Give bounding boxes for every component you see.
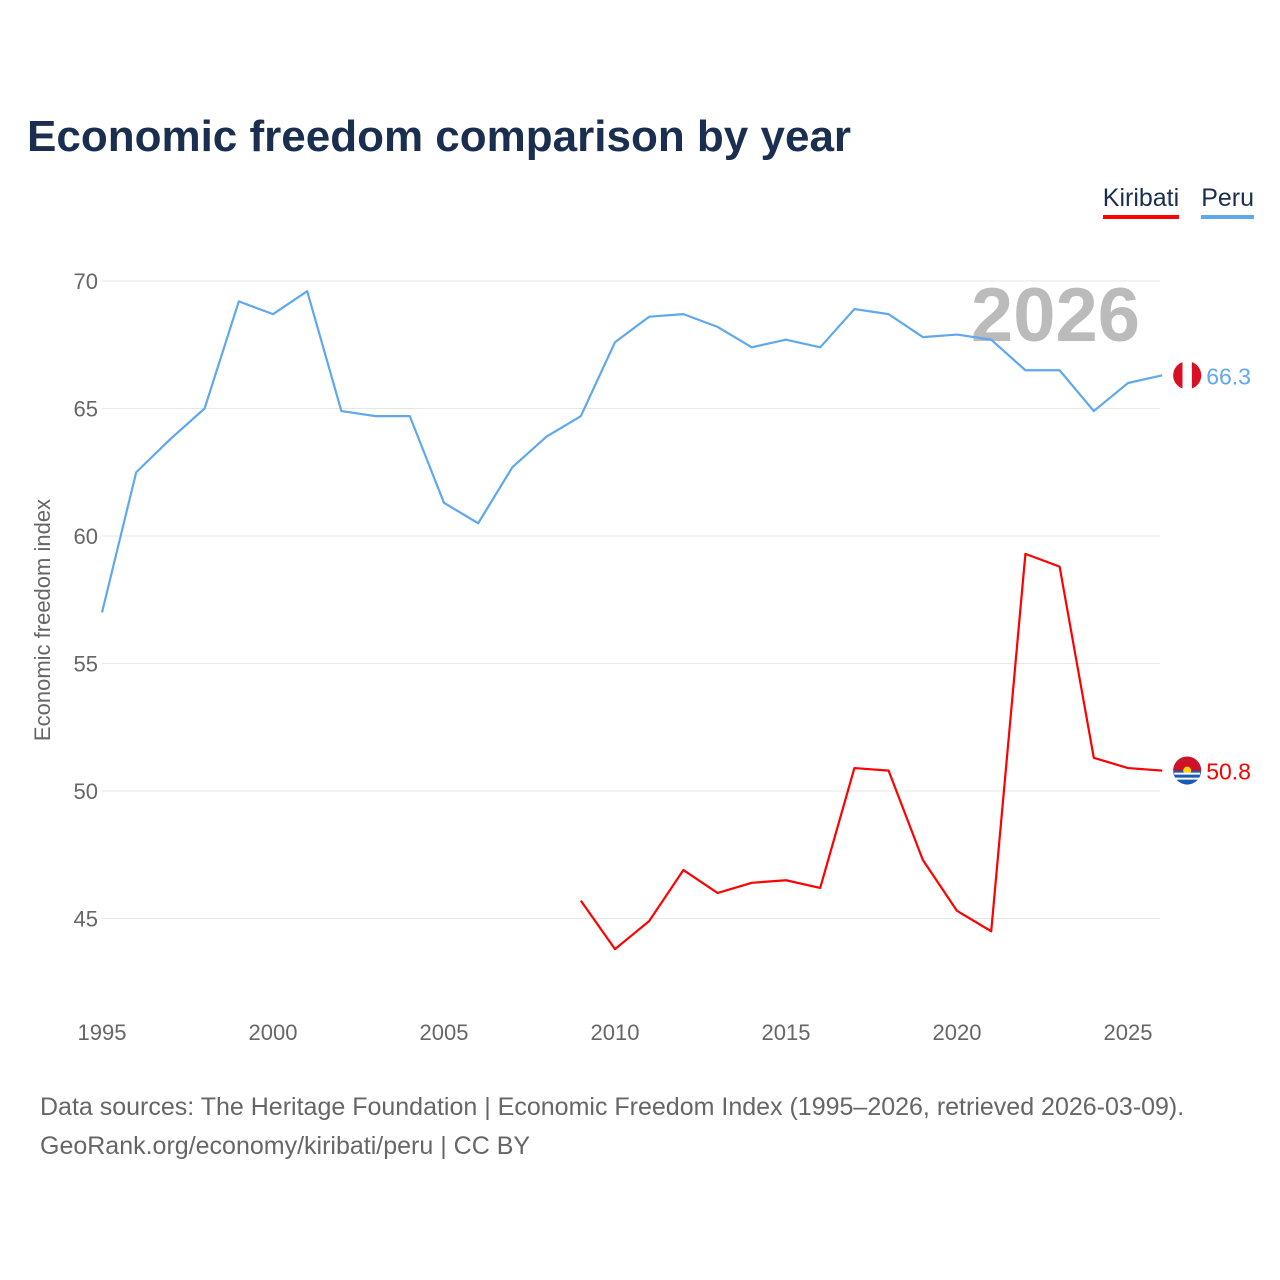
legend: Kiribati Peru [1102,184,1254,219]
x-tick-label: 2020 [933,1020,982,1045]
legend-item-kiribati[interactable]: Kiribati [1102,184,1180,219]
source-line-1: Data sources: The Heritage Foundation | … [40,1093,1185,1121]
series-line-peru [100,290,1163,613]
peru-flag-stripe [1191,362,1202,389]
year-watermark: 2026 [971,273,1140,358]
kiribati-flag-top [1173,756,1202,771]
end-value-label-kiribati: 50.8 [1206,759,1251,785]
chart-title: Economic freedom comparison by year [27,112,852,161]
source-note: Data sources: The Heritage Foundation | … [40,1088,1184,1166]
x-tick-label: 1995 [78,1020,127,1045]
peru-flag-stripe [1173,362,1183,389]
source-line-2[interactable]: GeoRank.org/economy/kiribati/peru | CC B… [40,1132,531,1160]
y-tick-label: 45 [74,907,98,932]
x-tick-label: 2005 [420,1020,469,1045]
x-tick-label: 2025 [1104,1020,1153,1045]
y-tick-label: 50 [74,779,98,804]
x-tick-label: 2010 [591,1020,640,1045]
y-tick-label: 60 [74,524,98,549]
y-tick-label: 55 [74,652,98,677]
series-line-kiribati [579,552,1163,951]
legend-item-peru[interactable]: Peru [1201,184,1254,219]
y-axis-label: Economic freedom index [30,499,55,741]
y-tick-label: 70 [74,269,98,294]
x-tick-label: 2015 [762,1020,811,1045]
x-tick-label: 2000 [249,1020,298,1045]
y-tick-label: 65 [74,397,98,422]
end-value-label-peru: 66.3 [1206,363,1251,389]
